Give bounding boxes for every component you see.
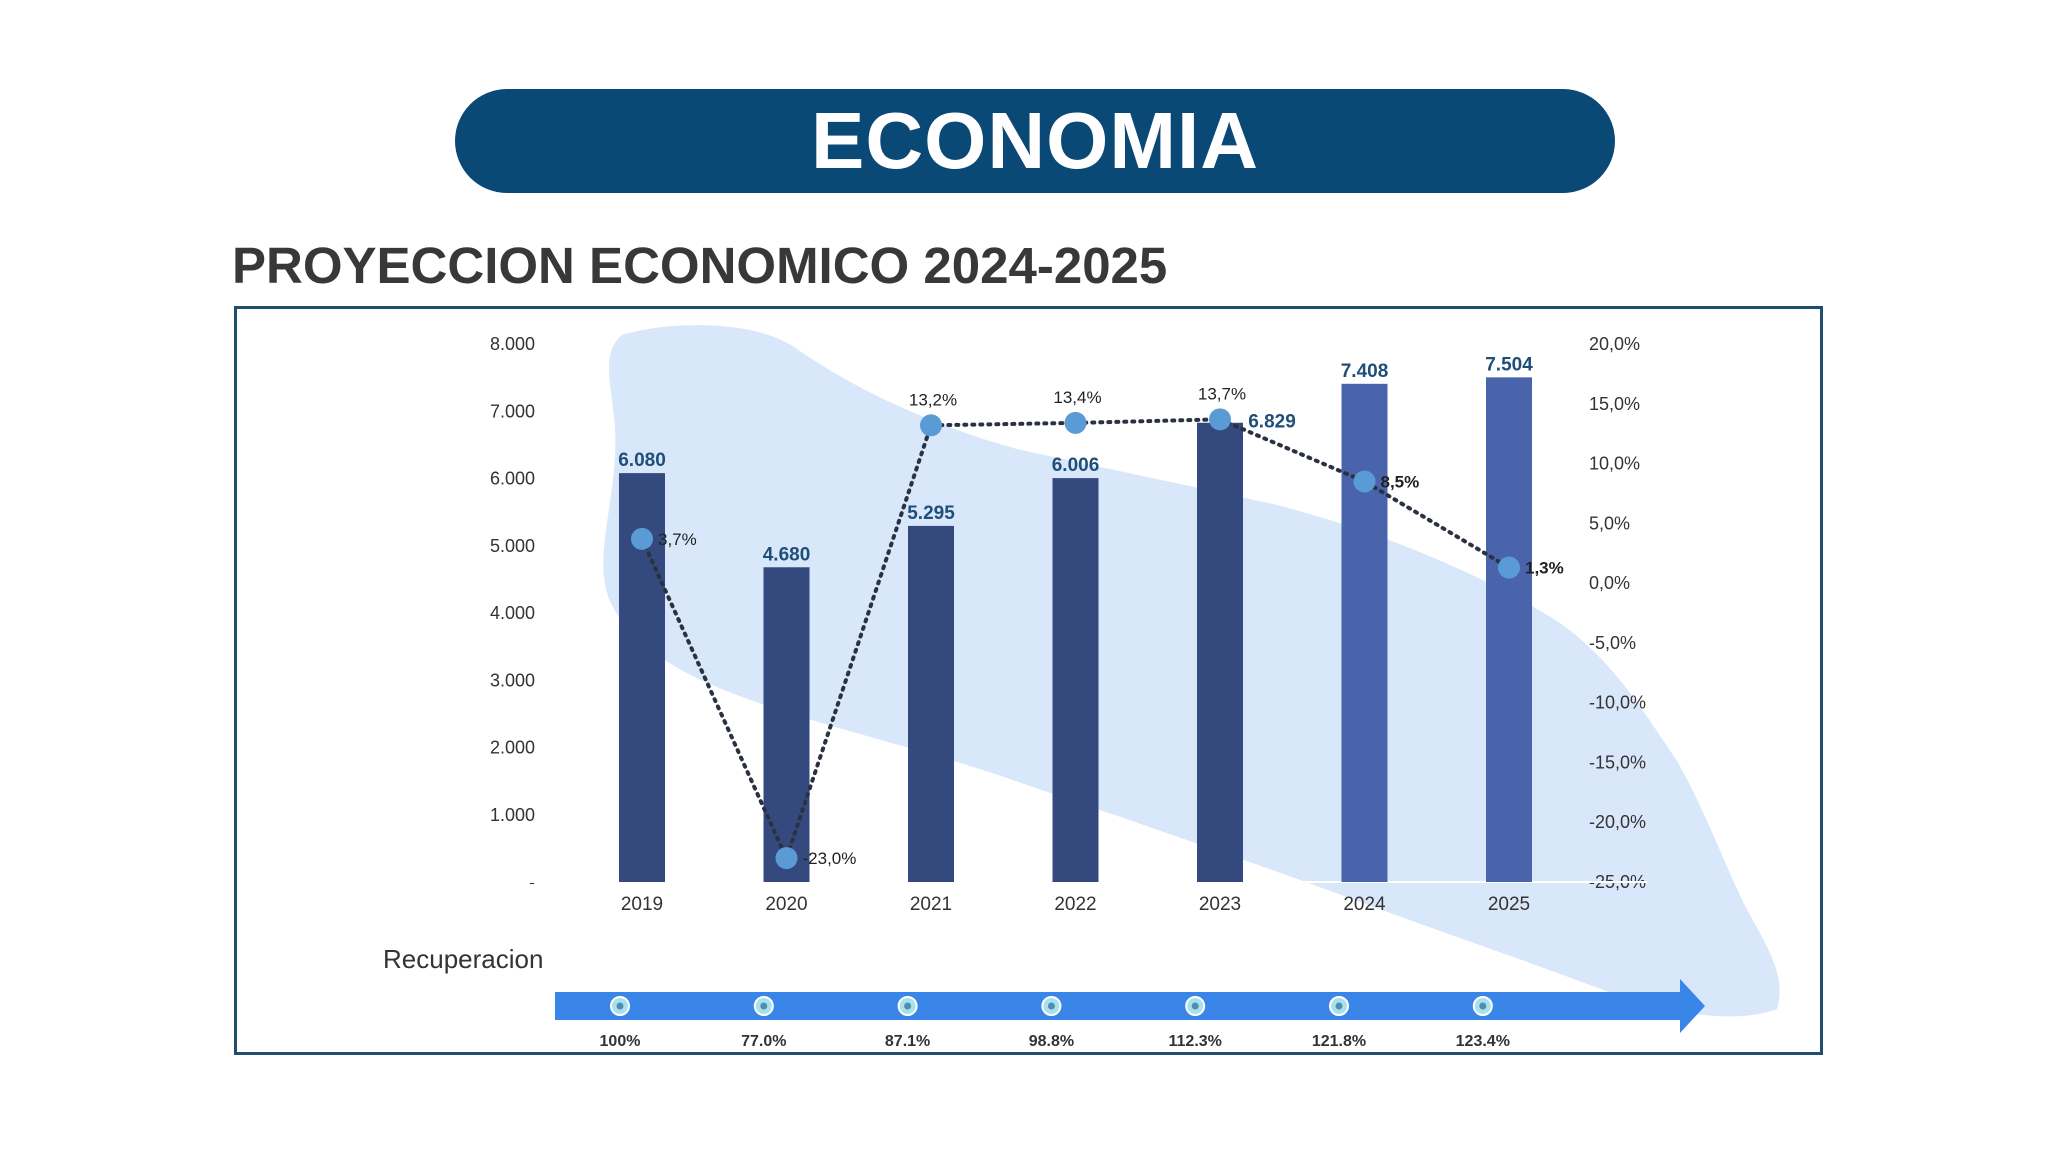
recovery-node-dot — [904, 1002, 912, 1010]
right-tick-label: -15,0% — [1589, 752, 1646, 772]
recovery-value: 112.3% — [1169, 1033, 1222, 1050]
growth-label: 13,2% — [909, 390, 957, 409]
growth-marker — [1498, 556, 1520, 579]
x-axis: 2019 2020 2021 2022 2023 2024 2025 — [621, 894, 1530, 915]
x-tick-label: 2020 — [765, 894, 807, 915]
growth-label: 13,4% — [1053, 388, 1101, 407]
left-tick-label: 7.000 — [490, 401, 535, 421]
left-tick-label: 2.000 — [490, 738, 535, 758]
recovery-value: 98.8% — [1029, 1033, 1074, 1050]
x-tick-label: 2025 — [1488, 894, 1530, 915]
recovery-node-dot — [616, 1002, 624, 1010]
growth-label: 1,3% — [1525, 559, 1564, 578]
economy-chart: -1.0002.0003.0004.0005.0006.0007.0008.00… — [383, 325, 1780, 1050]
left-tick-label: 1.000 — [490, 805, 535, 825]
left-tick-label: 4.000 — [490, 603, 535, 623]
growth-marker — [631, 527, 653, 550]
banner-title: ECONOMIA — [811, 96, 1259, 185]
recovery-arrow — [555, 979, 1705, 1033]
growth-marker — [1064, 411, 1087, 434]
growth-label: 3,7% — [658, 530, 697, 549]
growth-marker — [1353, 470, 1376, 493]
left-tick-label: 6.000 — [490, 469, 535, 489]
right-tick-label: 0,0% — [1589, 573, 1630, 593]
right-tick-label: 15,0% — [1589, 394, 1640, 414]
chart-frame: -1.0002.0003.0004.0005.0006.0007.0008.00… — [234, 306, 1823, 1055]
right-tick-label: 10,0% — [1589, 454, 1640, 474]
growth-marker — [1209, 408, 1231, 431]
right-tick-label: 20,0% — [1589, 334, 1640, 354]
recovery-value: 87.1% — [885, 1033, 930, 1050]
island-map-shape — [603, 325, 1780, 1017]
recovery-node-dot — [1191, 1002, 1199, 1010]
bar-value-label: 7.504 — [1485, 354, 1533, 375]
right-tick-label: -20,0% — [1589, 812, 1646, 832]
bar — [908, 525, 954, 882]
recovery-value: 77.0% — [741, 1033, 786, 1050]
left-tick-label: 3.000 — [490, 670, 535, 690]
bar — [763, 567, 810, 882]
bar-value-label: 7.408 — [1341, 361, 1389, 382]
bar-value-label: 4.680 — [763, 544, 811, 565]
bar — [1052, 478, 1099, 882]
recovery-value: 100% — [600, 1033, 641, 1050]
x-tick-label: 2023 — [1199, 894, 1241, 915]
bar-value-label: 5.295 — [907, 503, 955, 524]
growth-markers — [631, 408, 1520, 870]
x-tick-label: 2024 — [1343, 894, 1386, 915]
x-tick-label: 2022 — [1054, 894, 1096, 915]
right-tick-label: 5,0% — [1589, 513, 1630, 533]
growth-labels: 3,7% -23,0% 13,2% 13,4% 13,7% 8,5% 1,3% — [658, 384, 1564, 868]
bar-series — [619, 377, 1532, 882]
x-tick-label: 2019 — [621, 894, 663, 915]
recovery-node-dot — [1047, 1002, 1055, 1010]
page-subtitle: PROYECCION ECONOMICO 2024-2025 — [232, 237, 1168, 294]
right-axis: -25,0%-20,0%-15,0%-10,0%-5,0%0,0%5,0%10,… — [1589, 334, 1646, 892]
bar — [1486, 377, 1532, 882]
title-banner: ECONOMIA — [455, 89, 1615, 193]
left-tick-label: 8.000 — [490, 334, 535, 354]
left-tick-label: 5.000 — [490, 536, 535, 556]
right-tick-label: -10,0% — [1589, 693, 1646, 713]
left-axis: -1.0002.0003.0004.0005.0006.0007.0008.00… — [490, 334, 535, 892]
growth-marker — [775, 847, 798, 870]
bar-value-label: 6.829 — [1248, 412, 1296, 433]
recovery-timeline: 100% 77.0% 87.1% 98.8% 112.3% 121.8% 123.4% — [600, 996, 1510, 1050]
growth-marker — [920, 414, 942, 437]
recovery-value: 121.8% — [1312, 1033, 1366, 1050]
recovery-node-dot — [1335, 1002, 1343, 1010]
recovery-node-dot — [760, 1002, 768, 1010]
recovery-label: Recuperacion — [383, 944, 543, 974]
recovery-node-dot — [1479, 1002, 1487, 1010]
growth-label: -23,0% — [803, 849, 857, 868]
right-tick-label: -5,0% — [1589, 633, 1636, 653]
bar-value-label: 6.080 — [618, 450, 666, 471]
growth-label: 13,7% — [1198, 384, 1246, 403]
bar-value-labels: 6.080 4.680 5.295 6.006 6.829 7.408 7.504 — [618, 354, 1533, 565]
bar — [1341, 383, 1388, 882]
bar — [1197, 422, 1243, 882]
x-tick-label: 2021 — [910, 894, 952, 915]
growth-label: 8,5% — [1381, 472, 1420, 491]
bar-value-label: 6.006 — [1052, 455, 1100, 476]
recovery-value: 123.4% — [1456, 1033, 1510, 1050]
